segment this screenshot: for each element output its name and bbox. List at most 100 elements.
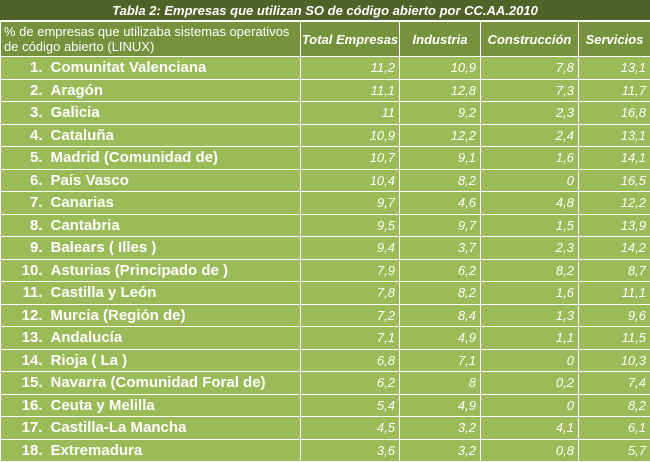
servicios-cell: 16,8 [579, 102, 650, 125]
total-cell: 11 [301, 102, 400, 125]
region-cell: Cantabria [47, 214, 301, 237]
industria-cell: 8 [400, 372, 481, 395]
construccion-cell: 2,3 [481, 237, 579, 260]
region-cell: Castilla-La Mancha [47, 417, 301, 440]
construccion-cell: 7,8 [481, 57, 579, 80]
region-cell: Asturias (Principado de ) [47, 259, 301, 282]
total-cell: 9,5 [301, 214, 400, 237]
header-construccion: Construcción [481, 22, 579, 57]
industria-cell: 9,2 [400, 102, 481, 125]
rank-cell: 4. [1, 124, 47, 147]
servicios-cell: 9,6 [579, 304, 650, 327]
total-cell: 10,7 [301, 147, 400, 170]
header-row: % de empresas que utilizaba sistemas ope… [1, 22, 650, 57]
region-cell: Cataluña [47, 124, 301, 147]
industria-cell: 9,1 [400, 147, 481, 170]
servicios-cell: 16,5 [579, 169, 650, 192]
rank-cell: 11. [1, 282, 47, 305]
total-cell: 4,5 [301, 417, 400, 440]
industria-cell: 10,9 [400, 57, 481, 80]
rank-cell: 13. [1, 327, 47, 350]
construccion-cell: 2,4 [481, 124, 579, 147]
rank-cell: 15. [1, 372, 47, 395]
region-cell: Murcia (Región de) [47, 304, 301, 327]
industria-cell: 7,1 [400, 349, 481, 372]
region-cell: Canarias [47, 192, 301, 215]
region-cell: Aragón [47, 79, 301, 102]
construccion-cell: 1,6 [481, 282, 579, 305]
servicios-cell: 7,4 [579, 372, 650, 395]
industria-cell: 3,2 [400, 439, 481, 462]
rank-cell: 18. [1, 439, 47, 462]
servicios-cell: 8,7 [579, 259, 650, 282]
rank-cell: 8. [1, 214, 47, 237]
industria-cell: 4,9 [400, 394, 481, 417]
industria-cell: 4,9 [400, 327, 481, 350]
rank-cell: 6. [1, 169, 47, 192]
servicios-cell: 8,2 [579, 394, 650, 417]
region-cell: Extremadura [47, 439, 301, 462]
total-cell: 7,9 [301, 259, 400, 282]
rank-cell: 1. [1, 57, 47, 80]
rank-cell: 7. [1, 192, 47, 215]
total-cell: 6,8 [301, 349, 400, 372]
table-title: Tabla 2: Empresas que utilizan SO de cód… [0, 0, 650, 21]
servicios-cell: 13,1 [579, 57, 650, 80]
total-cell: 10,9 [301, 124, 400, 147]
rank-cell: 14. [1, 349, 47, 372]
data-table: % de empresas que utilizaba sistemas ope… [0, 21, 650, 462]
rank-cell: 2. [1, 79, 47, 102]
total-cell: 7,2 [301, 304, 400, 327]
total-cell: 9,7 [301, 192, 400, 215]
region-cell: Comunitat Valenciana [47, 57, 301, 80]
servicios-cell: 14,2 [579, 237, 650, 260]
rank-cell: 3. [1, 102, 47, 125]
servicios-cell: 11,7 [579, 79, 650, 102]
header-total: Total Empresas [301, 22, 400, 57]
region-cell: Ceuta y Melilla [47, 394, 301, 417]
industria-cell: 8,2 [400, 169, 481, 192]
region-cell: País Vasco [47, 169, 301, 192]
total-cell: 3,6 [301, 439, 400, 462]
region-cell: Galicia [47, 102, 301, 125]
industria-cell: 9,7 [400, 214, 481, 237]
servicios-cell: 13,1 [579, 124, 650, 147]
industria-cell: 12,2 [400, 124, 481, 147]
construccion-cell: 1,3 [481, 304, 579, 327]
servicios-cell: 13,9 [579, 214, 650, 237]
construccion-cell: 7,3 [481, 79, 579, 102]
rank-cell: 17. [1, 417, 47, 440]
servicios-cell: 6,1 [579, 417, 650, 440]
region-cell: Andalucía [47, 327, 301, 350]
total-cell: 7,8 [301, 282, 400, 305]
construccion-cell: 0,2 [481, 372, 579, 395]
industria-cell: 3,7 [400, 237, 481, 260]
construccion-cell: 1,1 [481, 327, 579, 350]
rank-cell: 9. [1, 237, 47, 260]
region-cell: Castilla y León [47, 282, 301, 305]
region-cell: Madrid (Comunidad de) [47, 147, 301, 170]
industria-cell: 8,4 [400, 304, 481, 327]
industria-cell: 12,8 [400, 79, 481, 102]
total-cell: 11,1 [301, 79, 400, 102]
industria-cell: 8,2 [400, 282, 481, 305]
header-description: % de empresas que utilizaba sistemas ope… [1, 22, 301, 57]
rank-cell: 10. [1, 259, 47, 282]
servicios-cell: 12,2 [579, 192, 650, 215]
